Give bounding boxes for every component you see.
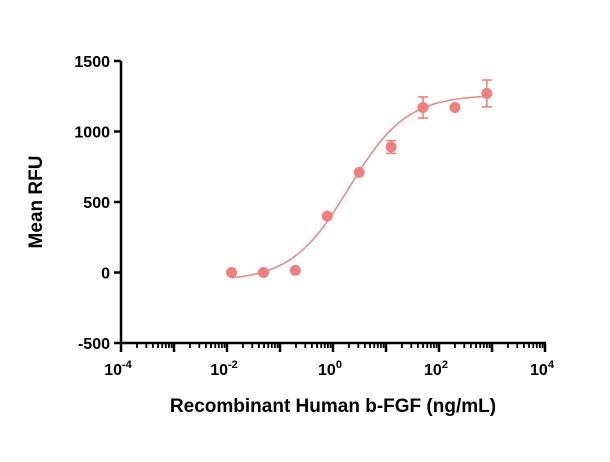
y-tick-label: 0 [101, 266, 110, 283]
data-point [385, 141, 397, 153]
data-point [481, 87, 493, 99]
y-tick-label: -500 [78, 336, 110, 353]
y-tick-label: 500 [83, 195, 110, 212]
x-tick-label: 10-4 [104, 359, 132, 379]
data-point [289, 264, 301, 276]
data-point [257, 267, 269, 278]
axes: -500 0 500 1000 1500 10-4 10-2 100 102 104 [74, 54, 554, 379]
data-points [226, 79, 493, 278]
x-tick-label: 10-2 [210, 359, 238, 379]
y-axis-label: Mean RFU [26, 156, 47, 249]
data-point [417, 102, 429, 114]
data-point [353, 166, 365, 178]
data-point [321, 210, 333, 222]
y-tick-label: 1500 [74, 54, 110, 71]
x-tick-label: 100 [318, 359, 342, 379]
data-point [226, 267, 238, 278]
data-point [449, 102, 461, 114]
y-tick-label: 1000 [74, 125, 110, 142]
x-axis-label: Recombinant Human b-FGF (ng/mL) [170, 396, 496, 417]
fit-curve [231, 95, 487, 279]
x-tick-label: 104 [530, 359, 555, 379]
x-tick-label: 102 [424, 359, 448, 379]
fit-curve-group [231, 95, 487, 279]
